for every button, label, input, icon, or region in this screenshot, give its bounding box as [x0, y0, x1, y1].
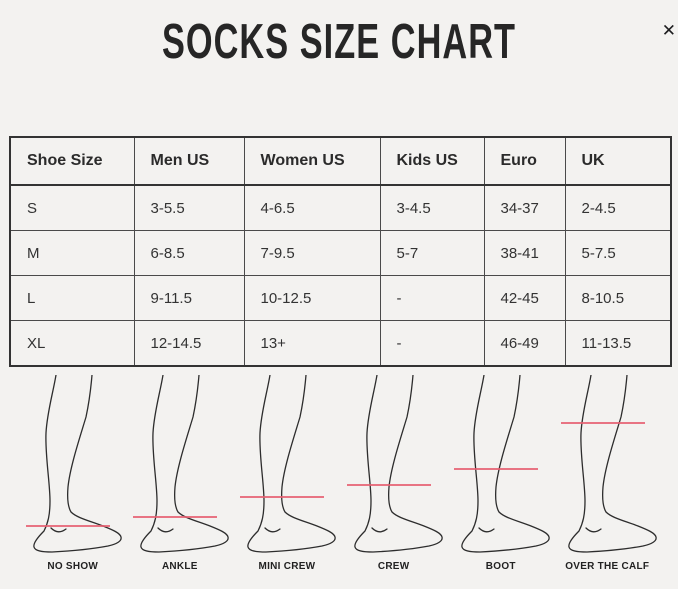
leg-illustration [26, 375, 122, 553]
sock-style-label: NO SHOW [47, 560, 98, 572]
size-cell: 46-49 [483, 320, 566, 367]
size-cell: 3-5.5 [133, 184, 245, 231]
size-cell: 5-7.5 [564, 230, 672, 276]
size-table: Shoe Size Men US Women US Kids US Euro U… [9, 136, 672, 367]
ankle-mark [157, 527, 174, 533]
size-cell: 13+ [243, 320, 381, 367]
sock-style-no-show: NO SHOW [20, 375, 125, 572]
table-header-row: Shoe Size Men US Women US Kids US Euro U… [9, 136, 672, 186]
ankle-mark [585, 527, 602, 533]
page-title: SOCKS SIZE CHART [161, 15, 517, 69]
leg-illustration [133, 375, 229, 553]
leg-illustration [240, 375, 336, 553]
size-cell: S [9, 184, 135, 231]
header-cell-shoe-size: Shoe Size [9, 136, 135, 186]
header-cell-kids-us: Kids US [379, 136, 485, 186]
size-cell: M [9, 230, 135, 276]
size-cell: 9-11.5 [133, 275, 245, 321]
table-row-s: S 3-5.5 4-6.5 3-4.5 34-37 2-4.5 [9, 184, 672, 231]
header-cell-women-us: Women US [243, 136, 381, 186]
size-cell: 6-8.5 [133, 230, 245, 276]
sock-style-boot: BOOT [448, 375, 553, 572]
sock-style-ankle: ANKLE [127, 375, 232, 572]
table-row-m: M 6-8.5 7-9.5 5-7 38-41 5-7.5 [9, 230, 672, 276]
sock-style-label: BOOT [485, 560, 516, 572]
sock-styles-row: NO SHOW ANKLE MINI CREW CREW [20, 375, 664, 572]
header-cell-uk: UK [564, 136, 672, 186]
size-cell: 34-37 [483, 184, 566, 231]
size-cell: - [379, 320, 485, 367]
ankle-mark [478, 527, 495, 533]
size-cell: 2-4.5 [564, 184, 672, 231]
leg-illustration [561, 375, 657, 553]
size-cell: 5-7 [379, 230, 485, 276]
leg-outline-path [568, 375, 657, 553]
leg-outline-path [140, 375, 229, 553]
table-row-xl: XL 12-14.5 13+ - 46-49 11-13.5 [9, 320, 672, 367]
size-cell: 42-45 [483, 275, 566, 321]
size-cell: 3-4.5 [379, 184, 485, 231]
size-cell: L [9, 275, 135, 321]
ankle-mark [50, 527, 67, 533]
sock-style-label: OVER THE CALF [565, 560, 650, 572]
size-cell: - [379, 275, 485, 321]
size-cell: XL [9, 320, 135, 367]
size-cell: 7-9.5 [243, 230, 381, 276]
size-cell: 11-13.5 [564, 320, 672, 367]
sock-style-label: CREW [377, 560, 410, 572]
size-cell: 12-14.5 [133, 320, 245, 367]
leg-illustration [347, 375, 443, 553]
size-cell: 10-12.5 [243, 275, 381, 321]
size-table-header: Shoe Size Men US Women US Kids US Euro U… [9, 136, 672, 186]
sock-style-label: MINI CREW [258, 560, 315, 572]
sock-style-crew: CREW [341, 375, 446, 572]
leg-outline-path [461, 375, 550, 553]
leg-outline-path [354, 375, 443, 553]
header-cell-men-us: Men US [133, 136, 245, 186]
leg-illustration [454, 375, 550, 553]
size-cell: 4-6.5 [243, 184, 381, 231]
leg-outline-path [247, 375, 336, 553]
sock-style-mini-crew: MINI CREW [234, 375, 339, 572]
close-button[interactable]: ✕ [661, 21, 676, 41]
size-cell: 38-41 [483, 230, 566, 276]
sock-style-label: ANKLE [161, 560, 198, 572]
header-cell-euro: Euro [483, 136, 566, 186]
ankle-mark [371, 527, 388, 533]
leg-outline-path [33, 375, 122, 553]
table-row-l: L 9-11.5 10-12.5 - 42-45 8-10.5 [9, 275, 672, 321]
sock-style-over-the-calf: OVER THE CALF [555, 375, 660, 572]
size-cell: 8-10.5 [564, 275, 672, 321]
ankle-mark [264, 527, 281, 533]
